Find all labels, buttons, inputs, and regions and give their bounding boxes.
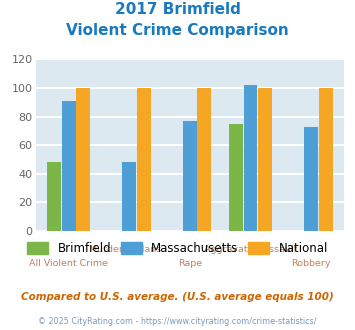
Bar — [304, 127, 318, 231]
Bar — [197, 88, 212, 231]
Bar — [76, 88, 90, 231]
Text: Rape: Rape — [178, 259, 202, 268]
Legend: Brimfield, Massachusetts, National: Brimfield, Massachusetts, National — [22, 237, 333, 260]
Bar — [122, 162, 136, 231]
Text: Violent Crime Comparison: Violent Crime Comparison — [66, 23, 289, 38]
Text: All Violent Crime: All Violent Crime — [29, 259, 108, 268]
Bar — [229, 124, 243, 231]
Bar — [244, 85, 257, 231]
Bar — [47, 162, 61, 231]
Text: Murder & Mans...: Murder & Mans... — [89, 245, 170, 254]
Bar — [137, 88, 151, 231]
Text: © 2025 CityRating.com - https://www.cityrating.com/crime-statistics/: © 2025 CityRating.com - https://www.city… — [38, 317, 317, 326]
Text: 2017 Brimfield: 2017 Brimfield — [115, 2, 240, 16]
Text: Robbery: Robbery — [291, 259, 331, 268]
Text: Compared to U.S. average. (U.S. average equals 100): Compared to U.S. average. (U.S. average … — [21, 292, 334, 302]
Bar — [62, 101, 76, 231]
Bar — [319, 88, 333, 231]
Bar — [258, 88, 272, 231]
Bar — [183, 121, 197, 231]
Text: Aggravated Assault: Aggravated Assault — [204, 245, 297, 254]
